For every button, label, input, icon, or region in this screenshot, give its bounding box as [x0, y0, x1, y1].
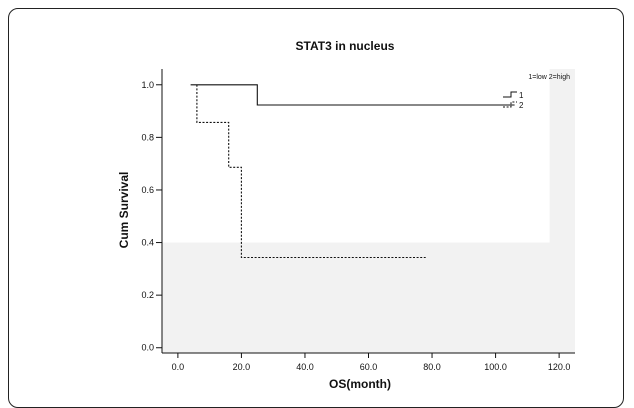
x-tick-label: 20.0: [233, 362, 251, 372]
plot-background-right: [549, 69, 575, 243]
legend-label-2: 2: [519, 101, 524, 110]
y-axis-title: Cum Survival: [117, 172, 131, 249]
series-layer: [190, 69, 575, 259]
x-tick-label: 120.0: [548, 362, 571, 372]
x-tick-label: 100.0: [484, 362, 507, 372]
y-tick-label: 1.0: [141, 80, 154, 90]
x-axis-title: OS(month): [329, 377, 391, 391]
y-tick-label: 0.2: [141, 290, 154, 300]
legend-swatch-2: [503, 101, 517, 108]
plot-background-lower: [162, 242, 575, 353]
x-tick-label: 0.0: [172, 362, 185, 372]
survival-curve-group-1: [190, 84, 515, 106]
y-axis-ticks: 0.0 0.2 0.4 0.6 0.8 1.0: [141, 80, 162, 353]
y-tick-label: 0.6: [141, 185, 154, 195]
legend: 1=low 2=high 12: [503, 74, 570, 110]
x-tick-label: 60.0: [360, 362, 378, 372]
survival-curve-group-2: [196, 84, 426, 259]
chart-title: STAT3 in nucleus: [296, 39, 395, 53]
y-tick-label: 0.0: [141, 343, 154, 353]
y-tick-label: 0.8: [141, 132, 154, 142]
x-tick-label: 80.0: [423, 362, 441, 372]
y-tick-label: 0.4: [141, 238, 154, 248]
x-tick-label: 40.0: [296, 362, 314, 372]
legend-title: 1=low 2=high: [528, 74, 570, 81]
survival-chart: 0.00.20.40.60.81.0 0.0 20.0 40.0 60.0 80.0 10…: [117, 39, 575, 391]
legend-items: 12: [503, 91, 524, 110]
legend-swatch-1: [503, 91, 517, 98]
x-axis-ticks: 0.0 20.0 40.0 60.0 80.0 100.0 120.0: [172, 353, 571, 372]
plot-background-upper: [162, 69, 550, 243]
legend-label-1: 1: [519, 91, 524, 100]
